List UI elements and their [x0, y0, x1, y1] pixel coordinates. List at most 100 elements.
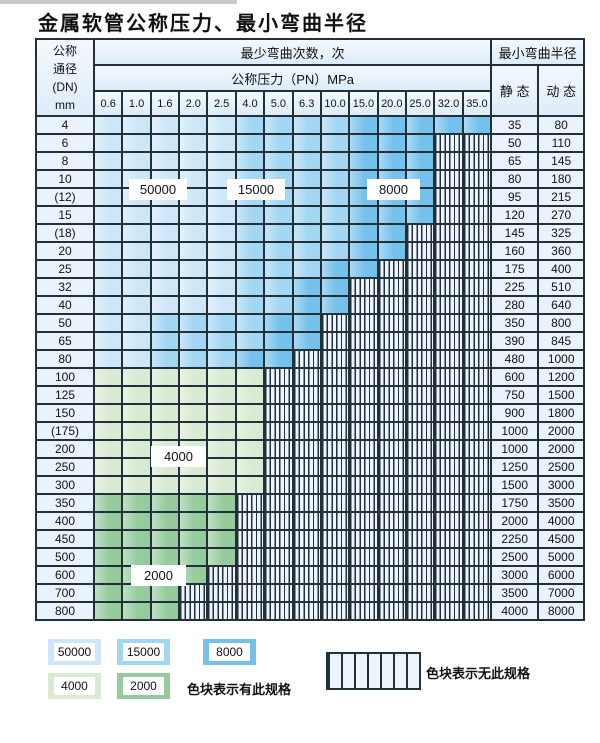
- grid-cell-15000-cycles: [291, 133, 322, 153]
- grid-cell-unavailable: [348, 349, 379, 369]
- grid-cell-4000-cycles: [206, 367, 237, 387]
- grid-cell-2000-cycles: [206, 511, 237, 531]
- grid-cell-unavailable: [348, 331, 379, 351]
- grid-cell-2000-cycles: [92, 583, 124, 603]
- pressure-header-value: 25.0: [404, 90, 436, 117]
- grid-cell-8000-cycles: [404, 205, 436, 225]
- grid-cell-4000-cycles: [92, 403, 124, 423]
- table-row: 32 225 510: [35, 277, 586, 297]
- page-title: 金属软管公称压力、最小弯曲半径: [38, 11, 368, 35]
- grid-cell-unavailable: [404, 475, 436, 495]
- dn-value: 450: [35, 529, 95, 549]
- grid-cell-2000-cycles: [121, 529, 152, 549]
- grid-cell-unavailable: [263, 403, 294, 423]
- grid-cell-4000-cycles: [206, 385, 237, 405]
- legend-swatch-8000: 8000: [203, 639, 256, 665]
- grid-cell-unavailable: [206, 565, 237, 585]
- grid-cell-unavailable: [291, 403, 322, 423]
- grid-cell-50000-cycles: [206, 295, 237, 315]
- grid-cell-50000-cycles: [206, 115, 237, 135]
- grid-cell-4000-cycles: [121, 475, 152, 495]
- legend-available-note: 色块表示有此规格: [187, 682, 292, 697]
- grid-cell-unavailable: [234, 529, 266, 549]
- grid-cell-unavailable: [433, 601, 464, 621]
- dn-value: 700: [35, 583, 95, 603]
- grid-cell-15000-cycles: [206, 331, 237, 351]
- grid-cell-unavailable: [348, 457, 379, 477]
- grid-cell-unavailable: [404, 295, 436, 315]
- grid-cell-15000-cycles: [263, 133, 294, 153]
- region-label-8000: 8000: [367, 179, 420, 200]
- grid-cell-unavailable: [404, 223, 436, 243]
- legend-swatch-2000: 2000: [117, 673, 170, 699]
- dynamic-radius-value: 2000: [537, 439, 586, 459]
- grid-cell-15000-cycles: [234, 151, 266, 171]
- dn-value: 80: [35, 349, 95, 369]
- grid-cell-50000-cycles: [149, 259, 181, 279]
- grid-cell-4000-cycles: [234, 367, 266, 387]
- grid-cell-15000-cycles: [234, 331, 266, 351]
- grid-cell-unavailable: [433, 547, 464, 567]
- grid-cell-15000-cycles: [291, 151, 322, 171]
- region-label-50000: 50000: [129, 179, 187, 200]
- grid-cell-4000-cycles: [92, 475, 124, 495]
- grid-cell-15000-cycles: [291, 187, 322, 207]
- table-row: 80 480 1000: [35, 349, 586, 369]
- grid-cell-unavailable: [433, 241, 464, 261]
- grid-cell-15000-cycles: [319, 241, 351, 261]
- table-row: 300 1500 3000: [35, 475, 586, 495]
- grid-cell-unavailable: [263, 583, 294, 603]
- grid-cell-unavailable: [461, 565, 493, 585]
- grid-cell-50000-cycles: [92, 349, 124, 369]
- grid-cell-2000-cycles: [121, 601, 152, 621]
- pressure-header-value: 5.0: [263, 90, 294, 117]
- grid-cell-15000-cycles: [178, 331, 209, 351]
- dn-value: 8: [35, 151, 95, 171]
- pressure-header-value: 6.3: [291, 90, 322, 117]
- grid-cell-unavailable: [433, 439, 464, 459]
- dynamic-radius-value: 110: [537, 133, 586, 153]
- table-row: 10 80 180: [35, 169, 586, 189]
- grid-cell-4000-cycles: [149, 385, 181, 405]
- pressure-header-value: 0.6: [92, 90, 124, 117]
- grid-cell-8000-cycles: [376, 241, 407, 261]
- pressure-span-header: 公称压力（PN）MPa: [92, 64, 493, 92]
- grid-cell-2000-cycles: [92, 547, 124, 567]
- grid-cell-8000-cycles: [376, 151, 407, 171]
- static-radius-value: 95: [490, 187, 540, 207]
- grid-cell-unavailable: [404, 241, 436, 261]
- grid-cell-unavailable: [376, 295, 407, 315]
- grid-cell-unavailable: [348, 511, 379, 531]
- grid-cell-unavailable: [319, 331, 351, 351]
- dynamic-radius-value: 1200: [537, 367, 586, 387]
- legend: 50000 15000 8000 4000 2000 色块表示有此规格 色块表示…: [0, 630, 600, 730]
- grid-cell-unavailable: [461, 421, 493, 441]
- dn-value: 150: [35, 403, 95, 423]
- grid-cell-unavailable: [404, 457, 436, 477]
- grid-cell-unavailable: [433, 565, 464, 585]
- grid-cell-2000-cycles: [92, 529, 124, 549]
- dynamic-radius-value: 1000: [537, 349, 586, 369]
- grid-cell-unavailable: [433, 367, 464, 387]
- static-radius-value: 390: [490, 331, 540, 351]
- grid-cell-unavailable: [234, 493, 266, 513]
- dynamic-radius-value: 1800: [537, 403, 586, 423]
- static-column-header: 静 态: [490, 64, 540, 117]
- grid-cell-50000-cycles: [121, 277, 152, 297]
- grid-cell-unavailable: [348, 529, 379, 549]
- grid-cell-unavailable: [404, 511, 436, 531]
- grid-cell-unavailable: [433, 475, 464, 495]
- grid-cell-8000-cycles: [319, 277, 351, 297]
- grid-cell-2000-cycles: [206, 493, 237, 513]
- dn-value: 100: [35, 367, 95, 387]
- grid-cell-15000-cycles: [319, 133, 351, 153]
- grid-cell-unavailable: [291, 529, 322, 549]
- grid-cell-15000-cycles: [206, 313, 237, 333]
- grid-cell-50000-cycles: [121, 331, 152, 351]
- grid-cell-unavailable: [433, 529, 464, 549]
- grid-cell-8000-cycles: [291, 277, 322, 297]
- grid-cell-4000-cycles: [206, 403, 237, 423]
- grid-cell-unavailable: [404, 439, 436, 459]
- grid-cell-4000-cycles: [92, 367, 124, 387]
